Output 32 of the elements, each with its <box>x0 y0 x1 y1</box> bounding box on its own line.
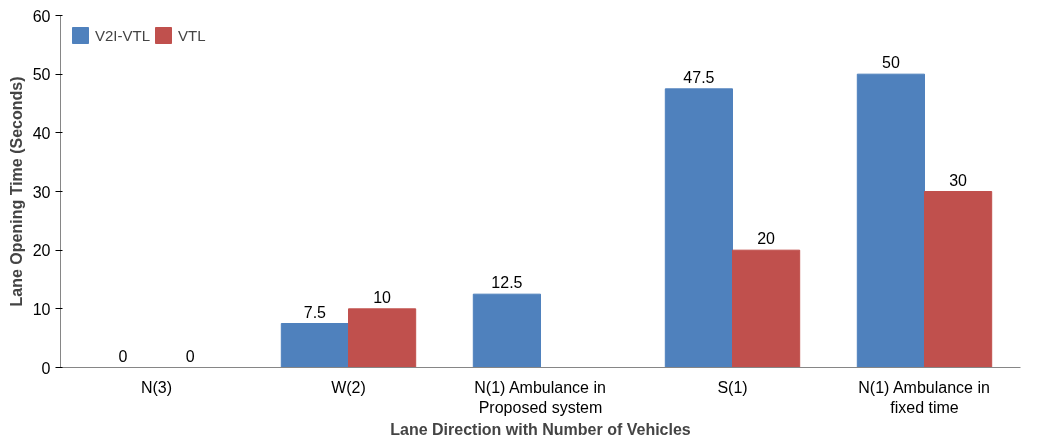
data-label: 0 <box>118 347 128 365</box>
data-label: 50 <box>882 54 900 72</box>
y-tick-label: 60 <box>32 7 51 25</box>
bar <box>472 293 541 368</box>
y-tick-label: 0 <box>41 359 51 377</box>
bar <box>280 323 349 368</box>
bar <box>924 191 993 368</box>
bar <box>664 88 733 368</box>
y-tick-label: 30 <box>32 183 51 201</box>
x-tick-label: S(1) <box>717 378 748 396</box>
data-label: 10 <box>373 288 392 306</box>
legend-label: V2I-VTL <box>95 26 151 44</box>
bar <box>348 308 417 368</box>
data-label: 20 <box>757 230 776 248</box>
y-axis-title: Lane Opening Time (Seconds) <box>7 76 25 307</box>
x-tick-label: N(1) Ambulance in fixed time <box>858 378 990 416</box>
bar <box>732 249 801 368</box>
y-tick-label: 10 <box>32 300 51 318</box>
data-label: 12.5 <box>491 274 523 292</box>
data-label: 30 <box>949 171 968 189</box>
y-tick-label: 40 <box>32 124 51 142</box>
legend-label: VTL <box>178 26 206 44</box>
x-tick-label: W(2) <box>331 378 366 396</box>
data-label: 0 <box>185 347 195 365</box>
x-tick-label: N(3) <box>140 378 173 396</box>
bar <box>856 73 925 368</box>
y-tick-label: 20 <box>32 242 51 260</box>
y-tick-label: 50 <box>32 66 51 84</box>
x-tick-label: N(1) Ambulance in Proposed system <box>474 378 606 416</box>
data-label: 47.5 <box>683 68 715 86</box>
data-label: 7.5 <box>303 303 327 321</box>
x-axis-title: Lane Direction with Number of Vehicles <box>390 420 691 438</box>
